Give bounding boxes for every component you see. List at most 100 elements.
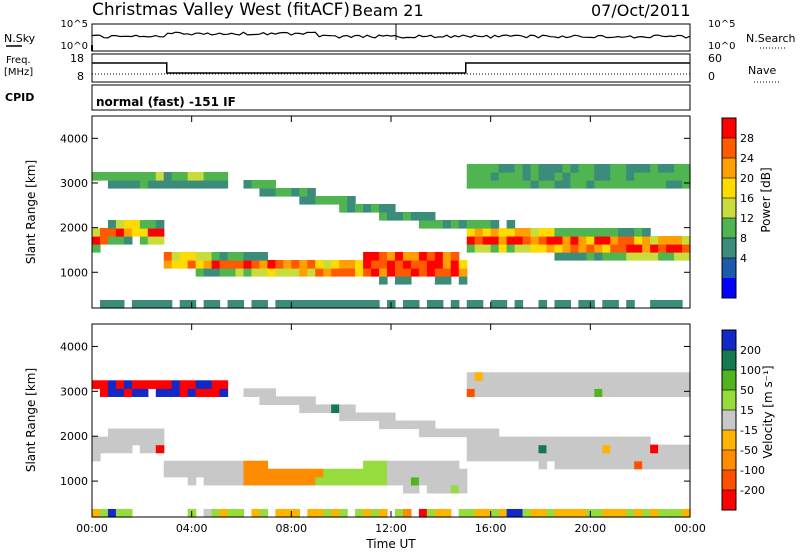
velocity-cell xyxy=(490,444,500,454)
velocity-cell xyxy=(211,380,221,389)
power-cell xyxy=(578,300,587,309)
power-cell xyxy=(658,236,667,245)
velocity-cell xyxy=(434,484,444,494)
velocity-cell xyxy=(195,388,205,397)
velocity-cell xyxy=(363,508,372,518)
power-cell xyxy=(618,244,627,253)
power-cell xyxy=(562,244,571,253)
power-cell xyxy=(650,252,659,261)
velocity-cell xyxy=(554,444,564,454)
power-cell xyxy=(610,180,619,189)
power-cell xyxy=(371,300,380,309)
velocity-cell xyxy=(610,444,619,454)
velocity-cell xyxy=(498,436,508,446)
velocity-cell xyxy=(299,404,308,414)
power-cell xyxy=(594,180,603,189)
velocity-cell xyxy=(658,372,667,381)
velocity-cell xyxy=(139,428,149,438)
velocity-cell xyxy=(586,436,595,446)
velocity-cell xyxy=(578,452,587,462)
power-cell xyxy=(562,180,571,189)
frequency-trace xyxy=(92,62,690,74)
power-cell xyxy=(147,172,157,181)
power-cell xyxy=(243,268,253,277)
power-cell xyxy=(267,188,276,197)
power-cell xyxy=(626,252,635,261)
power-cell xyxy=(339,196,348,205)
velocity-cell xyxy=(267,396,276,406)
velocity-cell xyxy=(426,484,436,494)
velocity-cell xyxy=(92,436,101,446)
power-cell xyxy=(203,180,213,189)
power-cell xyxy=(139,300,149,309)
velocity-cell xyxy=(602,372,611,381)
colorbar-tick-label: -200 xyxy=(740,484,765,497)
power-cell xyxy=(131,180,141,189)
colorbar-swatch xyxy=(722,490,736,511)
colorbar-tick-label: -50 xyxy=(740,444,758,457)
power-cell xyxy=(458,268,468,277)
velocity-cell xyxy=(658,380,667,389)
velocity-cell xyxy=(211,468,221,478)
power-cell xyxy=(339,300,348,309)
velocity-cell xyxy=(514,444,524,454)
velocity-cell xyxy=(331,404,340,414)
power-cell xyxy=(554,244,564,253)
velocity-cell xyxy=(299,476,308,486)
power-cell xyxy=(275,188,284,197)
velocity-cell xyxy=(442,508,452,518)
power-cell xyxy=(522,180,532,189)
velocity-cell xyxy=(474,508,484,518)
power-cell xyxy=(331,196,340,205)
power-cell xyxy=(339,204,348,213)
x-tick-label: 08:00 xyxy=(275,522,307,535)
power-cell xyxy=(554,172,564,181)
y-tick-label: 4000 xyxy=(60,340,88,353)
power-cell xyxy=(163,252,173,261)
power-cell xyxy=(331,268,340,277)
velocity-cell xyxy=(618,380,627,389)
velocity-cell xyxy=(666,460,675,470)
velocity-cell xyxy=(530,380,540,389)
velocity-cell xyxy=(203,388,213,397)
velocity-cell xyxy=(642,380,651,389)
velocity-cell xyxy=(402,420,412,430)
colorbar-tick-label: 20 xyxy=(740,172,754,185)
velocity-cell xyxy=(538,388,548,397)
power-cell xyxy=(610,244,619,253)
velocity-cell xyxy=(275,396,284,406)
power-cell xyxy=(682,252,691,261)
power-cell xyxy=(394,260,404,269)
velocity-cell xyxy=(442,468,452,478)
power-cell xyxy=(195,172,205,181)
power-cell xyxy=(92,172,101,181)
power-cell xyxy=(211,260,221,269)
velocity-cell xyxy=(618,460,627,470)
velocity-cell xyxy=(418,508,428,518)
power-cell xyxy=(530,164,540,173)
velocity-cell xyxy=(92,380,101,389)
velocity-cell xyxy=(618,372,627,381)
velocity-cell xyxy=(642,388,651,397)
power-cell xyxy=(315,260,324,269)
velocity-cell xyxy=(179,380,189,389)
power-cell xyxy=(642,252,651,261)
power-cell xyxy=(570,228,579,237)
velocity-cell xyxy=(642,452,651,462)
velocity-cell xyxy=(410,484,420,494)
power-cell xyxy=(450,252,460,261)
power-cell xyxy=(514,236,524,245)
power-cell xyxy=(674,180,683,189)
velocity-cell xyxy=(594,508,603,518)
velocity-cell xyxy=(219,468,229,478)
velocity-cell xyxy=(482,388,492,397)
colorbar-tick-label: 50 xyxy=(740,384,754,397)
power-cell xyxy=(650,236,659,245)
velocity-cell xyxy=(219,388,229,397)
power-cell xyxy=(323,260,332,269)
power-cell xyxy=(179,172,189,181)
velocity-cell xyxy=(514,452,524,462)
velocity-cell xyxy=(570,372,579,381)
velocity-cell xyxy=(363,460,372,470)
velocity-cell xyxy=(642,460,651,470)
